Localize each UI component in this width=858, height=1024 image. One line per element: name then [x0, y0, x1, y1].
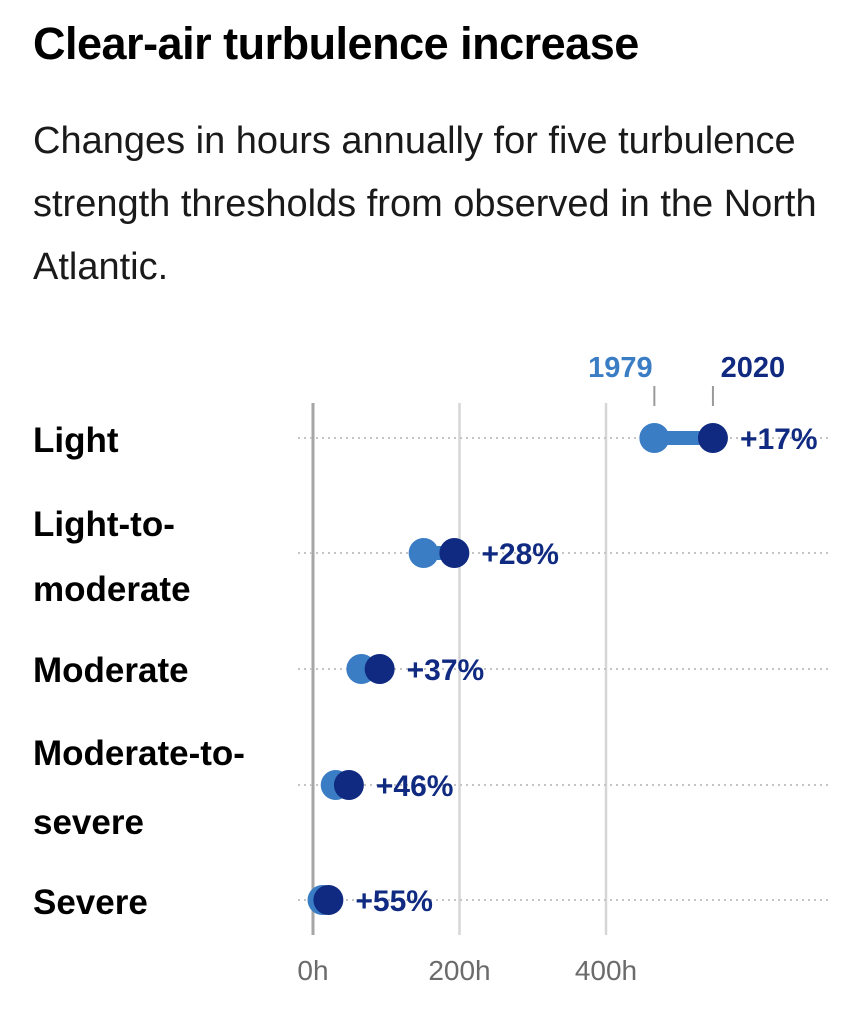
chart-subtitle: Changes in hours annually for five turbu…: [33, 120, 817, 288]
dot-2020: [333, 770, 364, 800]
category-label: Light-to-: [33, 505, 175, 544]
chart-title: Clear-air turbulence increase: [33, 18, 639, 69]
dot-2020: [439, 538, 470, 568]
legend-2020: 2020: [721, 352, 786, 384]
dot-2020: [364, 654, 395, 684]
category-label: Moderate: [33, 651, 189, 690]
category-label: Light: [33, 421, 119, 460]
category-label: Severe: [33, 883, 148, 922]
dot-1979: [639, 423, 670, 453]
x-tick-label: 200h: [428, 955, 490, 986]
x-tick-label: 400h: [575, 955, 637, 986]
category-label: Moderate-to-: [33, 734, 245, 773]
change-label: +17%: [740, 423, 818, 456]
dot-2020: [313, 885, 344, 915]
x-tick-label: 0h: [297, 955, 328, 986]
dot-2020: [697, 423, 728, 453]
legend-1979: 1979: [588, 352, 653, 384]
category-label: severe: [33, 803, 144, 842]
change-label: +46%: [376, 770, 454, 803]
change-label: +37%: [407, 654, 485, 687]
category-label: moderate: [33, 570, 191, 609]
change-label: +55%: [355, 885, 433, 918]
change-label: +28%: [481, 538, 559, 571]
dot-1979: [408, 538, 439, 568]
